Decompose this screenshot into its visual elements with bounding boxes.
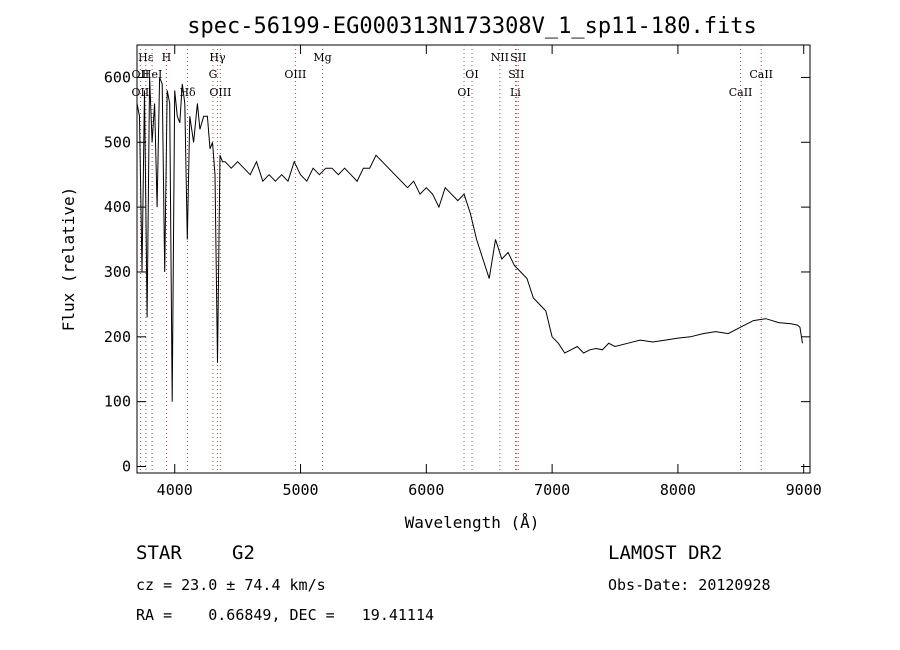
y-tick-label: 300 xyxy=(104,263,131,281)
line-marker-label: Hε xyxy=(138,51,154,64)
coords-line: RA = 0.66849, DEC = 19.41114 xyxy=(136,606,435,624)
line-marker-label: NII xyxy=(491,51,509,64)
line-marker-label: OIII xyxy=(209,86,231,99)
class-label: STAR xyxy=(136,542,182,564)
y-tick-label: 0 xyxy=(122,458,131,476)
x-tick-label: 4000 xyxy=(157,481,193,499)
line-marker-label: G xyxy=(209,68,218,81)
line-marker-label: CaII xyxy=(749,68,773,81)
x-tick-label: 8000 xyxy=(660,481,696,499)
y-axis-label: Flux (relative) xyxy=(59,187,78,332)
x-tick-label: 5000 xyxy=(282,481,318,499)
line-marker-label: H xyxy=(162,51,172,64)
y-tick-label: 600 xyxy=(104,68,131,86)
y-tick-label: 500 xyxy=(104,133,131,151)
line-marker-label: Hγ xyxy=(209,51,226,64)
spectrum-line xyxy=(136,77,803,402)
line-marker-label: OI xyxy=(465,68,478,81)
x-tick-label: 9000 xyxy=(786,481,822,499)
line-marker-label: CaII xyxy=(729,86,753,99)
line-marker-label: OIII xyxy=(284,68,306,81)
line-marker-label: OI xyxy=(457,86,470,99)
line-marker-label: Li xyxy=(510,86,521,99)
x-axis-label: Wavelength (Å) xyxy=(405,513,540,532)
line-marker-label: OII xyxy=(132,86,150,99)
chart-title: spec-56199-EG000313N173308V_1_sp11-180.f… xyxy=(187,14,757,39)
line-marker-label: Mg xyxy=(313,51,331,64)
plot-frame xyxy=(136,44,811,474)
x-tick-label: 6000 xyxy=(408,481,444,499)
line-marker-label: HeI xyxy=(142,68,162,81)
line-marker-label: SII xyxy=(508,68,524,81)
y-tick-label: 100 xyxy=(104,393,131,411)
y-tick-label: 400 xyxy=(104,198,131,216)
obsdate-line: Obs-Date: 20120928 xyxy=(608,576,771,594)
x-tick-label: 7000 xyxy=(534,481,570,499)
y-tick-label: 200 xyxy=(104,328,131,346)
survey-label: LAMOST DR2 xyxy=(608,542,723,564)
axis-ticks: 4000 5000 6000 7000 8000 9000 0 100 200 300 400 500… xyxy=(104,45,822,499)
redshift-line: cz = 23.0 ± 74.4 km/s xyxy=(136,576,326,594)
subclass-label: G2 xyxy=(232,542,255,564)
line-marker-label: SII xyxy=(510,51,526,64)
